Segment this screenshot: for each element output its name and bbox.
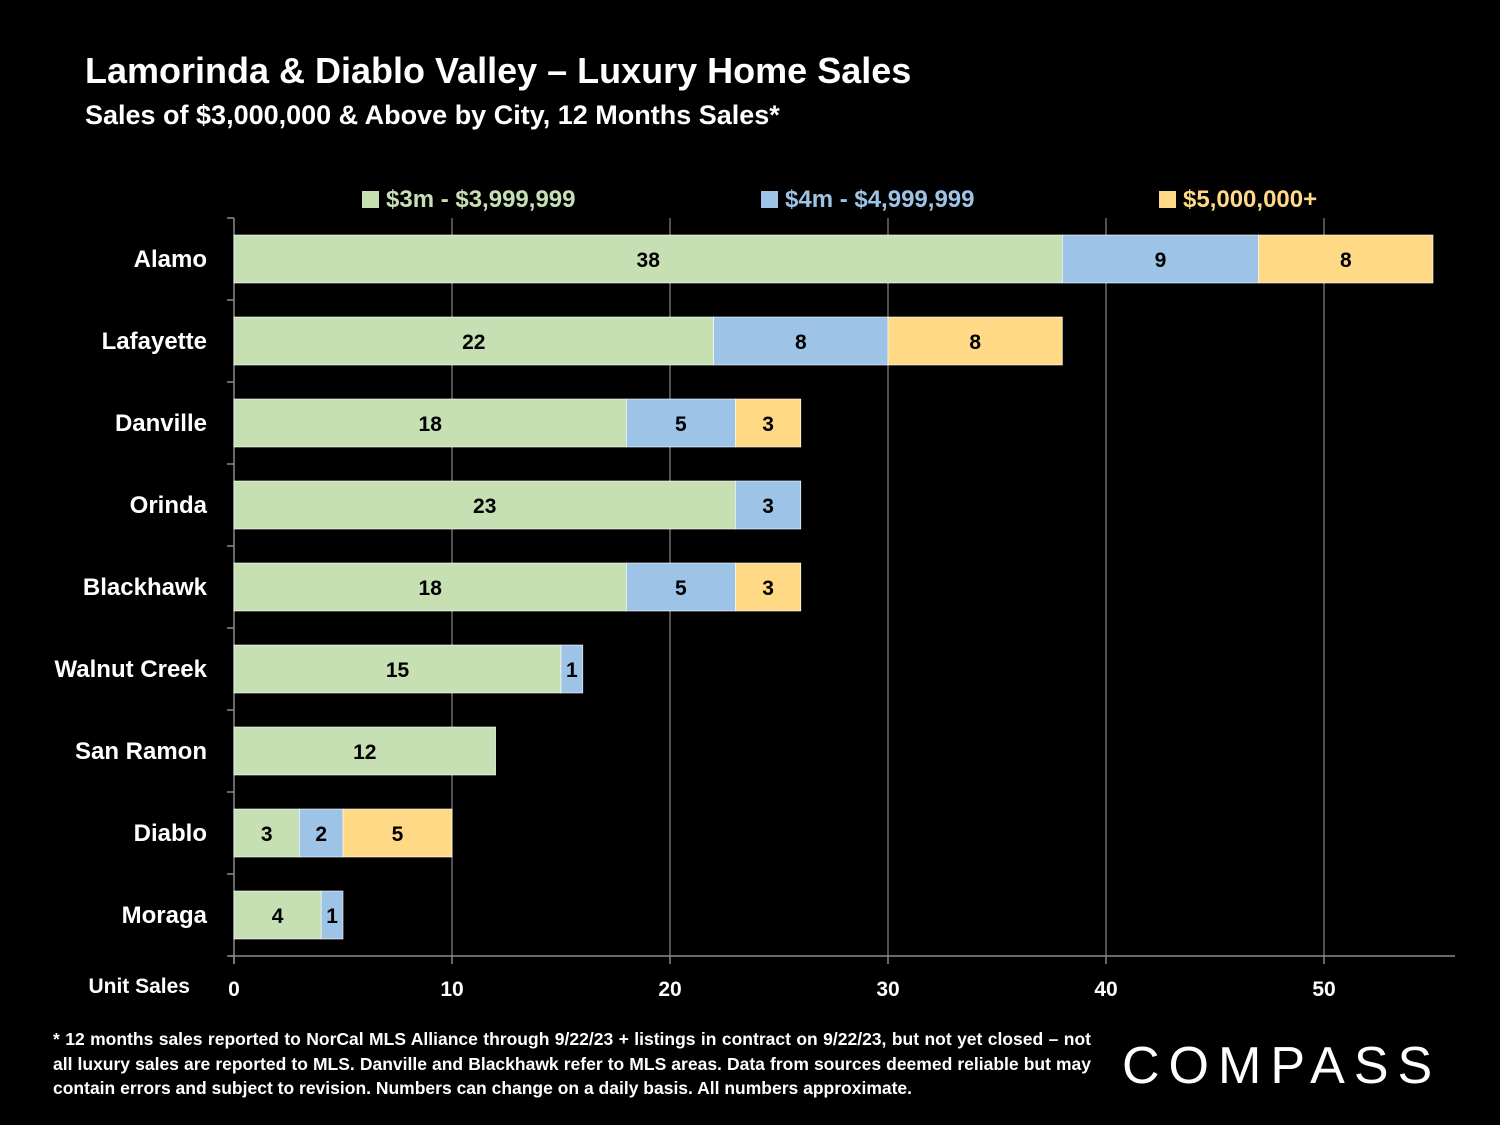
data-label: 38: [637, 249, 661, 272]
x-tick-label: 50: [1312, 978, 1335, 1001]
bar-segment: [233, 562, 627, 612]
data-label: 4: [272, 905, 284, 928]
bar-segment: [735, 480, 802, 530]
bar-segment: [299, 808, 344, 858]
bar-segment: [233, 726, 496, 776]
x-tick-label: 40: [1094, 978, 1117, 1001]
data-label: 3: [762, 495, 774, 518]
data-label: 22: [462, 331, 485, 354]
category-label: San Ramon: [75, 738, 207, 765]
data-label: 5: [392, 823, 404, 846]
footnote: * 12 months sales reported to NorCal MLS…: [53, 1029, 1091, 1098]
data-label: 8: [1340, 249, 1352, 272]
data-label: 1: [326, 905, 338, 928]
category-label: Walnut Creek: [55, 656, 208, 683]
bar-segment: [560, 644, 584, 694]
data-label: 3: [762, 413, 774, 436]
category-label: Alamo: [134, 246, 207, 273]
bar-segment: [713, 316, 889, 366]
x-tick-label: 0: [228, 978, 240, 1001]
category-label: Lafayette: [102, 328, 207, 355]
compass-logo: COMPASS: [1122, 1037, 1442, 1095]
category-label: Blackhawk: [83, 574, 208, 601]
data-label: 3: [261, 823, 273, 846]
bar-segment: [233, 234, 1063, 284]
data-label: 8: [969, 331, 981, 354]
category-label: Diablo: [134, 820, 207, 847]
data-label: 23: [473, 495, 496, 518]
data-label: 12: [353, 741, 376, 764]
bar-segment: [233, 316, 714, 366]
data-label: 5: [675, 413, 687, 436]
legend-label: $4m - $4,999,999: [785, 186, 974, 213]
data-label: 15: [386, 659, 410, 682]
x-tick-label: 30: [876, 978, 899, 1001]
legend-label: $5,000,000+: [1183, 186, 1317, 213]
data-label: 5: [675, 577, 687, 600]
bar-segment: [1258, 234, 1434, 284]
bar-segment: [320, 890, 344, 940]
data-label: 1: [566, 659, 578, 682]
bar-segment: [233, 644, 562, 694]
category-label: Orinda: [130, 492, 208, 519]
data-label: 9: [1155, 249, 1167, 272]
x-axis-label: Unit Sales: [88, 975, 190, 998]
bar-segment: [626, 398, 736, 448]
bar-segment: [887, 316, 1063, 366]
x-tick-label: 20: [658, 978, 681, 1001]
legend-swatch: [761, 191, 778, 208]
legend-label: $3m - $3,999,999: [386, 186, 575, 213]
data-label: 2: [315, 823, 327, 846]
data-label: 18: [419, 577, 443, 600]
data-label: 8: [795, 331, 807, 354]
bar-segment: [233, 480, 736, 530]
category-label: Moraga: [122, 902, 208, 929]
bar-segment: [735, 398, 802, 448]
legend-swatch: [1159, 191, 1176, 208]
bar-segment: [1062, 234, 1259, 284]
x-tick-label: 10: [440, 978, 463, 1001]
category-label: Danville: [115, 410, 207, 437]
bar-segment: [735, 562, 802, 612]
chart-title: Lamorinda & Diablo Valley – Luxury Home …: [85, 50, 912, 91]
data-label: 3: [762, 577, 774, 600]
bar-segment: [233, 398, 627, 448]
bar-segment: [626, 562, 736, 612]
legend-swatch: [362, 191, 379, 208]
bar-segment: [342, 808, 453, 858]
data-label: 18: [419, 413, 443, 436]
chart-subtitle: Sales of $3,000,000 & Above by City, 12 …: [85, 100, 780, 130]
bar-segment: [233, 808, 300, 858]
bar-segment: [233, 890, 322, 940]
